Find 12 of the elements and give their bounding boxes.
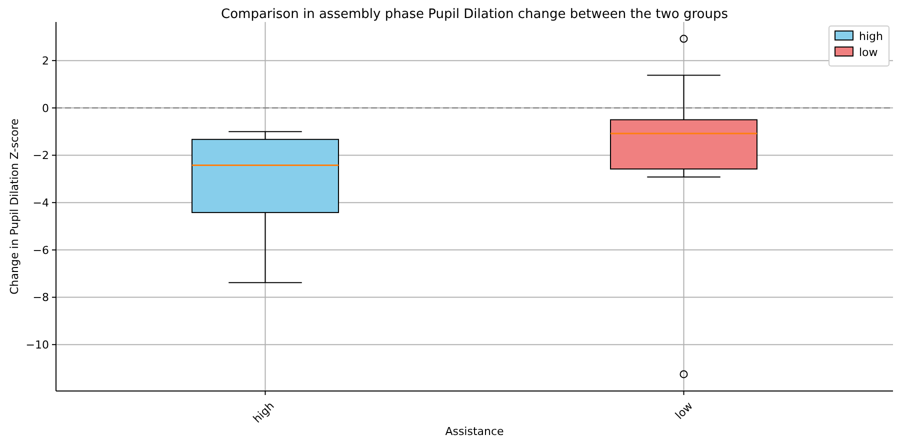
- y-tick-label: 0: [42, 102, 49, 115]
- y-tick-label: −10: [26, 338, 49, 352]
- y-tick-label: −2: [32, 149, 49, 162]
- legend-label: low: [859, 46, 878, 59]
- y-tick-label: 2: [42, 54, 49, 68]
- y-tick-label: −8: [32, 291, 49, 304]
- x-axis-title: Assistance: [445, 425, 504, 438]
- chart-title: Comparison in assembly phase Pupil Dilation change between the two groups: [221, 7, 728, 22]
- y-tick-label: −6: [32, 244, 49, 257]
- y-tick-label: −4: [32, 196, 49, 210]
- legend-label: high: [859, 30, 884, 43]
- y-axis-title: Change in Pupil Dilation Z-score: [8, 118, 21, 294]
